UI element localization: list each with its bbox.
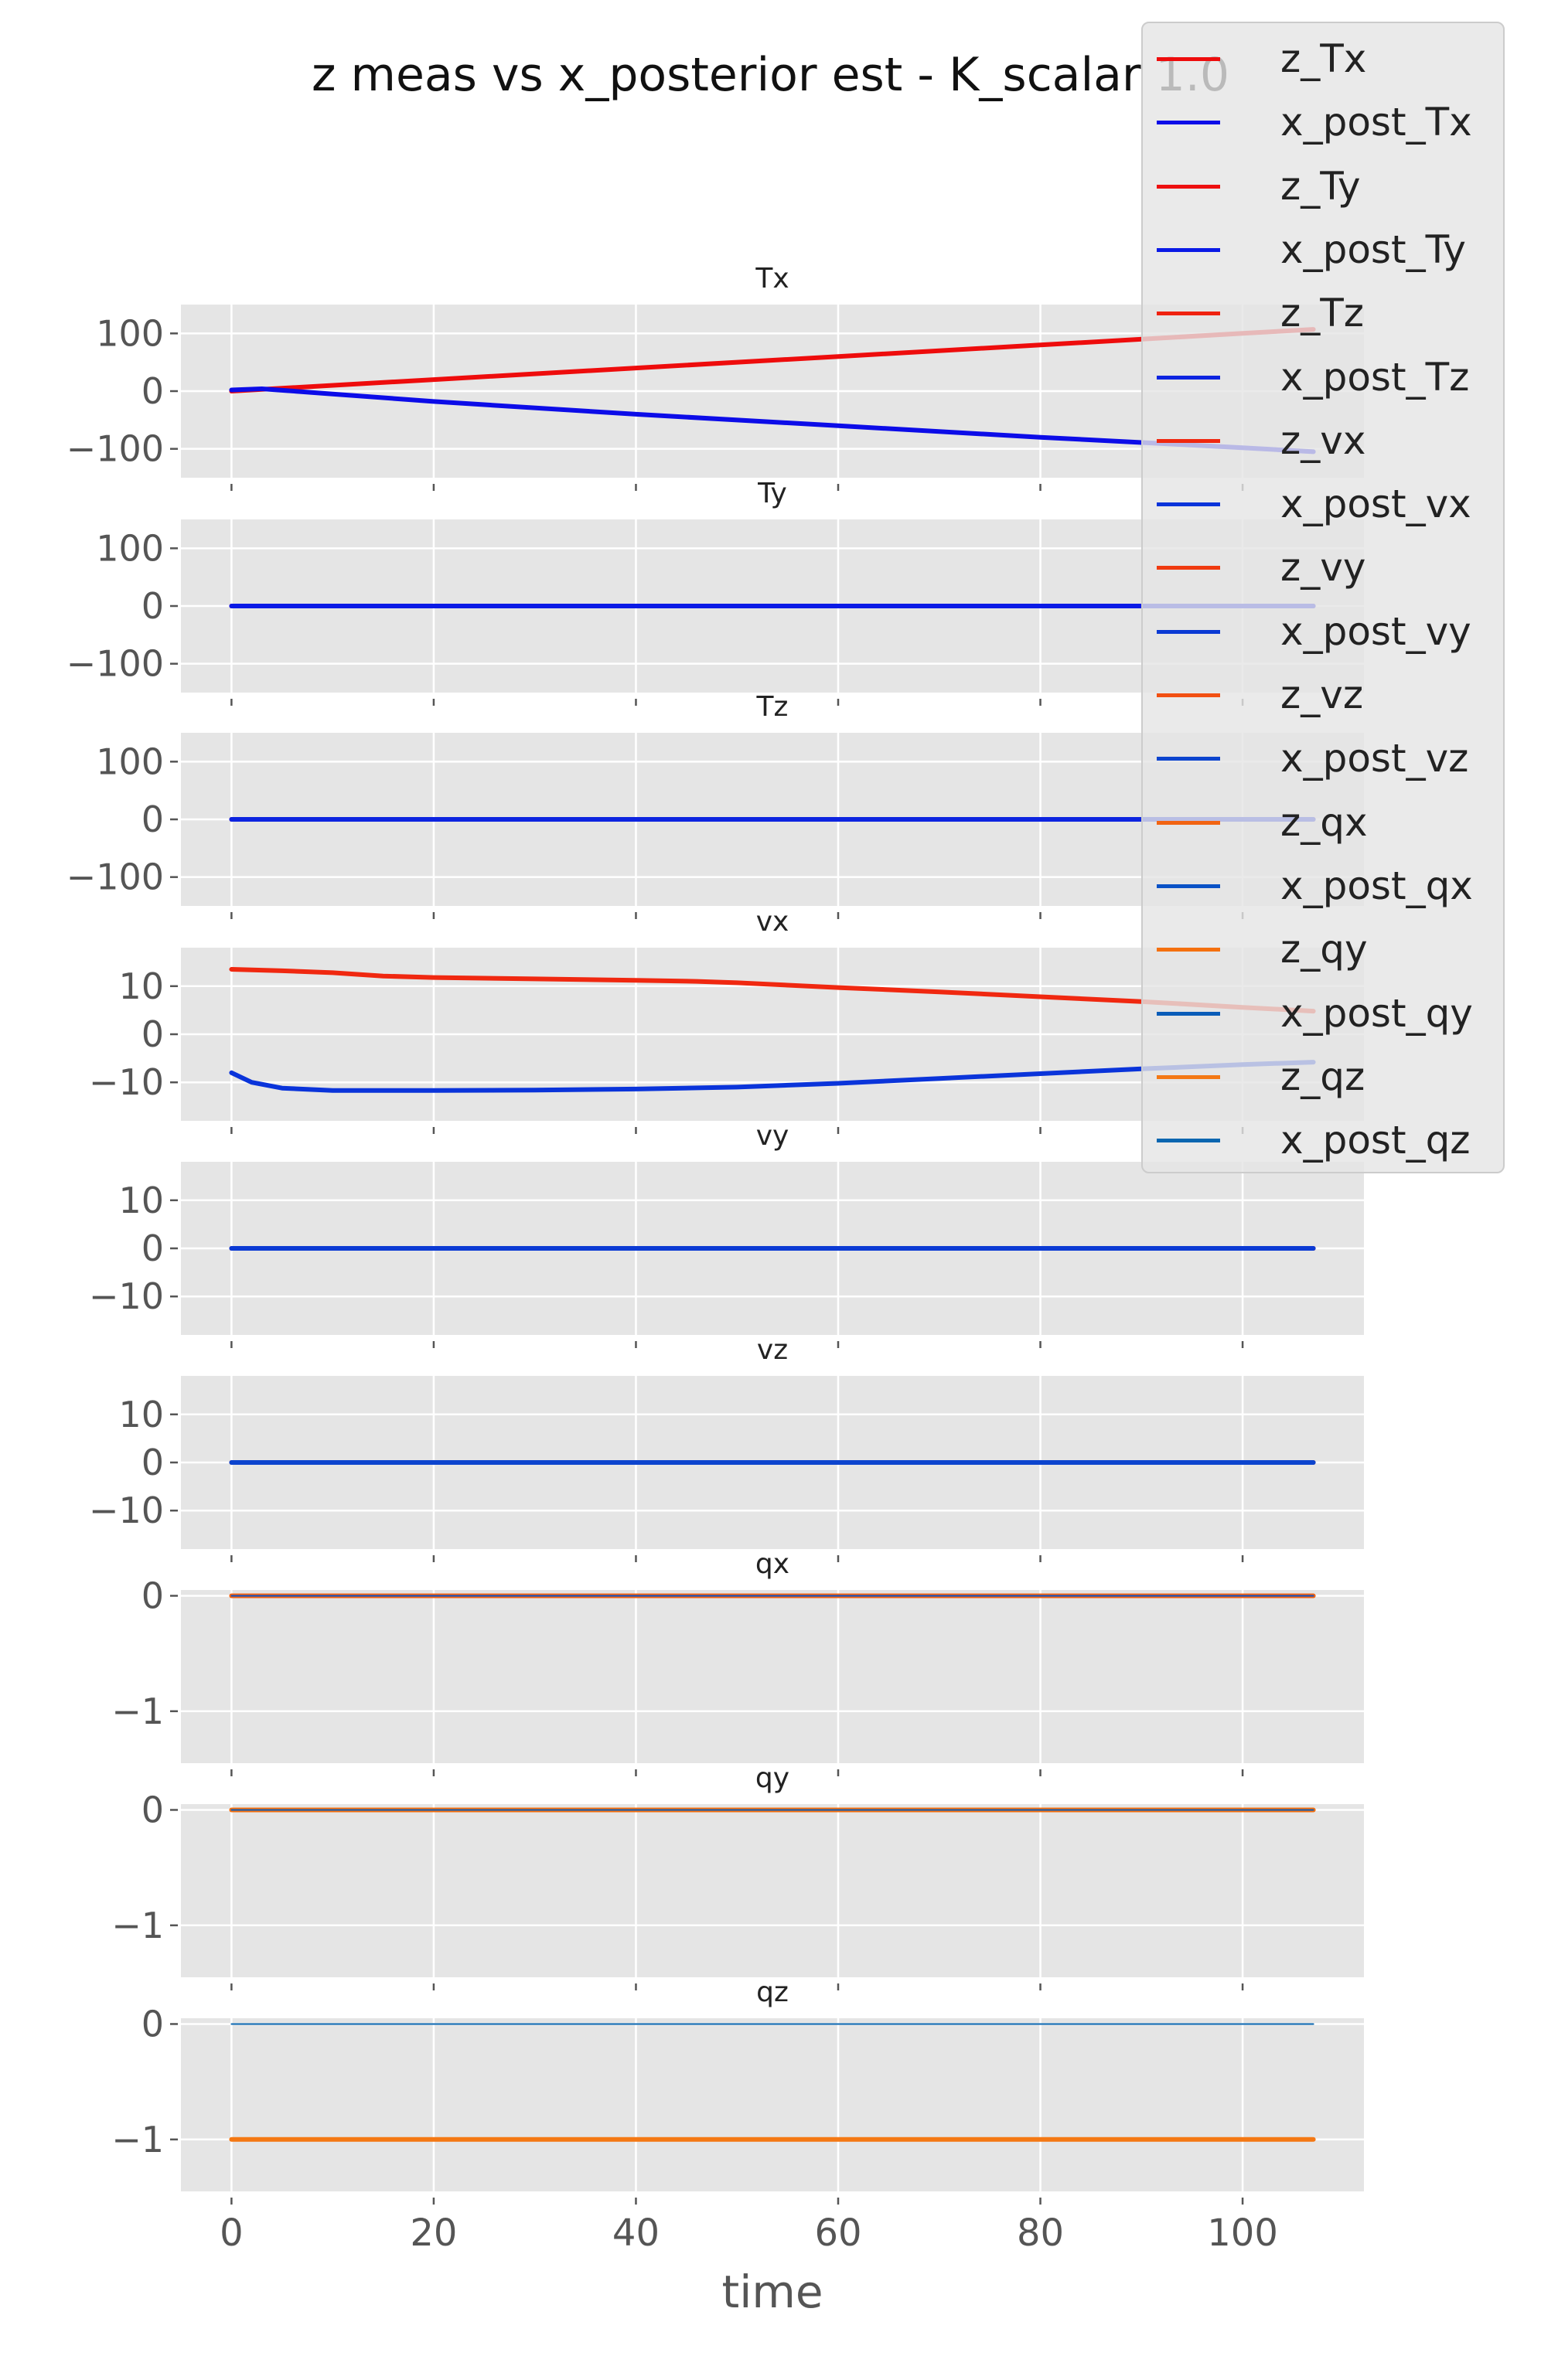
legend-label: z_vz — [1280, 672, 1364, 717]
legend-label: z_qx — [1280, 799, 1368, 845]
subplot-qx: 0 −1 qx — [111, 1548, 1364, 1776]
y-tick-label: −1 — [111, 1691, 164, 1732]
legend-swatch — [1157, 121, 1220, 125]
subplot-vz: 10 0 −10 vz — [89, 1334, 1364, 1562]
y-tick-label: −10 — [89, 1061, 164, 1103]
legend-label: x_post_Tx — [1280, 100, 1472, 145]
legend-swatch — [1157, 57, 1220, 61]
y-tick-label: −10 — [89, 1490, 164, 1531]
series-x_post_vx — [229, 1060, 1316, 1093]
legend-swatch — [1157, 566, 1220, 570]
legend-swatch — [1157, 1011, 1220, 1016]
legend-swatch — [1157, 820, 1220, 825]
y-tick-label: 0 — [141, 1442, 164, 1483]
y-tick-label: 10 — [118, 965, 164, 1007]
subplot-title: vx — [756, 906, 789, 938]
legend-swatch — [1157, 375, 1220, 380]
y-tick-label: 100 — [96, 741, 164, 782]
figure-title: z meas vs x_posterior est - K_scalar 1.0 — [311, 48, 1230, 102]
legend-swatch — [1157, 502, 1220, 507]
legend-label: z_Ty — [1280, 163, 1361, 209]
legend-label: x_post_qz — [1280, 1118, 1471, 1163]
x-tick-label: 80 — [1017, 2211, 1064, 2255]
x-tick-label: 40 — [612, 2211, 660, 2255]
y-tick-label: 0 — [141, 798, 164, 840]
y-tick-label: 0 — [141, 1575, 164, 1616]
y-tick-label: 100 — [96, 312, 164, 354]
y-tick-label: −1 — [111, 2119, 164, 2160]
legend-label: x_post_qy — [1280, 990, 1473, 1036]
legend-swatch — [1157, 1074, 1220, 1079]
x-tick-label: 0 — [220, 2211, 244, 2255]
x-tick-label: 20 — [410, 2211, 457, 2255]
legend-label: z_qz — [1280, 1054, 1365, 1099]
subplot-title: qz — [756, 1977, 789, 2008]
subplot-qy: 0 −1 qy — [111, 1762, 1364, 1990]
panel-background — [181, 1590, 1364, 1763]
legend-swatch — [1157, 184, 1220, 189]
y-tick-label: −1 — [111, 1905, 164, 1946]
legend-swatch — [1157, 693, 1220, 697]
legend-label: x_post_vy — [1280, 608, 1471, 654]
legend-label: x_post_Tz — [1280, 354, 1470, 400]
legend-label: x_post_vz — [1280, 736, 1469, 781]
legend-swatch — [1157, 948, 1220, 952]
y-tick-label: 10 — [118, 1394, 164, 1435]
y-tick-label: −100 — [66, 428, 164, 470]
panel-background — [181, 2018, 1364, 2191]
y-tick-label: 0 — [141, 2003, 164, 2045]
y-tick-label: −100 — [66, 643, 164, 685]
subplot-title: Tx — [755, 263, 789, 295]
legend-label: z_vy — [1280, 545, 1366, 591]
subplot-vy: 10 0 −10 vy — [89, 1120, 1364, 1348]
legend-label: z_qy — [1280, 927, 1368, 972]
y-tick-label: 0 — [141, 1013, 164, 1055]
x-tick-label: 100 — [1207, 2211, 1278, 2255]
legend-label: z_Tz — [1280, 291, 1365, 336]
subplot-title: Tz — [756, 691, 789, 723]
legend-swatch — [1157, 757, 1220, 761]
legend-swatch — [1157, 438, 1220, 443]
y-tick-label: 10 — [118, 1180, 164, 1221]
subplot-qz: 0 −1 qz 0 20 40 60 80 100 time — [111, 1977, 1364, 2318]
x-axis-label: time — [721, 2266, 823, 2318]
y-tick-label: 100 — [96, 527, 164, 569]
legend-swatch — [1157, 1139, 1220, 1143]
x-tick-label: 60 — [814, 2211, 861, 2255]
legend-swatch — [1157, 884, 1220, 888]
subplot-title: qy — [755, 1762, 789, 1794]
subplot-title: vz — [757, 1334, 788, 1366]
subplot-title: qx — [755, 1548, 789, 1580]
subplot-title: vy — [756, 1120, 789, 1152]
legend-label: z_Tx — [1280, 36, 1367, 81]
y-tick-label: −10 — [89, 1275, 164, 1317]
y-tick-label: 0 — [141, 370, 164, 412]
panel-background — [181, 1804, 1364, 1977]
y-tick-label: 0 — [141, 1789, 164, 1830]
series-z_vx — [229, 967, 1316, 1014]
legend-label: x_post_vx — [1280, 482, 1471, 527]
legend-label: x_post_Ty — [1280, 226, 1466, 272]
y-tick-label: 0 — [141, 1227, 164, 1269]
legend-label: z_vx — [1280, 417, 1366, 463]
y-tick-label: 0 — [141, 585, 164, 627]
legend-swatch — [1157, 312, 1220, 316]
legend-label: x_post_qx — [1280, 863, 1473, 908]
y-tick-label: −100 — [66, 856, 164, 898]
legend-swatch — [1157, 247, 1220, 252]
legend-swatch — [1157, 629, 1220, 634]
subplot-title: Ty — [757, 478, 787, 509]
